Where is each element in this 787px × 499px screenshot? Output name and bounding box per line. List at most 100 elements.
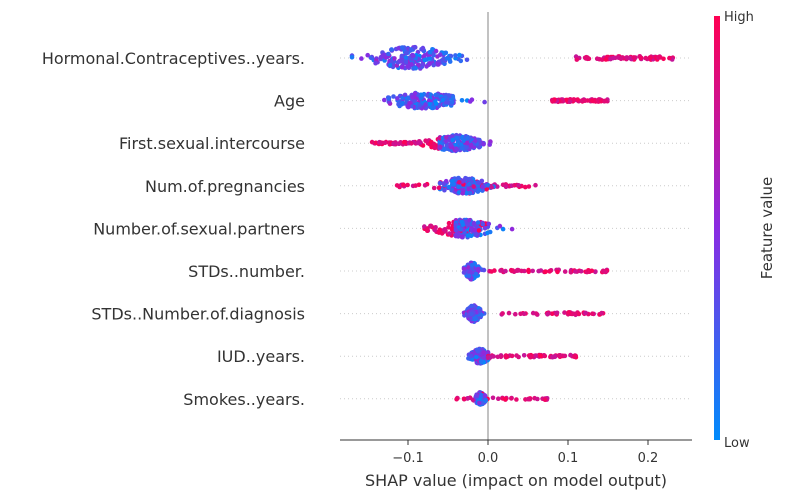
shap-point — [359, 56, 364, 61]
shap-point — [468, 143, 474, 148]
shap-point — [386, 51, 391, 57]
shap-point — [618, 56, 624, 62]
shap-point — [482, 99, 487, 105]
shap-point — [550, 99, 555, 104]
shap-point — [589, 98, 595, 103]
shap-point — [573, 269, 578, 274]
shap-point — [624, 55, 630, 60]
shap-point — [413, 65, 419, 71]
shap-point — [582, 98, 588, 103]
shap-point — [442, 187, 447, 193]
shap-point — [562, 269, 568, 274]
shap-point — [643, 55, 648, 61]
shap-point — [527, 354, 533, 360]
shap-point — [487, 142, 493, 147]
feature-label: Age — [274, 92, 305, 111]
shap-point — [403, 59, 409, 64]
shap-point — [424, 57, 430, 62]
shap-point — [489, 269, 494, 274]
shap-point — [562, 353, 568, 359]
shap-point — [425, 93, 430, 98]
shap-point — [535, 396, 540, 402]
shap-point — [526, 184, 532, 189]
shap-point — [446, 184, 452, 190]
shap-point — [468, 233, 474, 239]
shap-point — [423, 102, 428, 107]
shap-point — [521, 311, 527, 317]
shap-point — [428, 223, 434, 229]
shap-point — [456, 184, 461, 189]
x-tick-label: 0.1 — [558, 451, 579, 466]
shap-point — [474, 393, 480, 399]
shap-point — [450, 137, 456, 143]
shap-point — [590, 311, 595, 317]
shap-point — [386, 96, 392, 102]
shap-point — [417, 102, 422, 108]
shap-point — [382, 97, 387, 103]
colorbar — [714, 16, 720, 440]
shap-point — [454, 146, 459, 151]
shap-point — [599, 57, 605, 62]
shap-point — [667, 55, 672, 61]
shap-point — [426, 98, 432, 103]
shap-point — [401, 139, 407, 145]
shap-point — [409, 141, 414, 146]
shap-point — [516, 183, 521, 188]
shap-point — [571, 97, 577, 102]
shap-point — [409, 62, 414, 67]
feature-label: STDs..Number.of.diagnosis — [91, 305, 305, 324]
shap-point — [533, 182, 538, 188]
shap-point — [449, 99, 455, 105]
shap-point — [396, 101, 401, 107]
shap-point — [576, 311, 582, 317]
shap-point — [490, 395, 496, 401]
shap-point — [603, 269, 608, 275]
shap-point — [478, 393, 484, 399]
feature-label: Number.of.sexual.partners — [93, 219, 305, 238]
shap-point — [437, 144, 443, 150]
shap-point — [469, 303, 474, 309]
shap-point — [648, 55, 653, 60]
shap-point — [481, 267, 487, 273]
shap-point — [440, 97, 446, 102]
shap-point — [412, 44, 418, 50]
shap-point — [433, 101, 439, 106]
shap-point — [514, 397, 519, 402]
shap-point — [391, 94, 396, 99]
shap-point — [469, 262, 475, 268]
shap-point — [405, 182, 410, 188]
shap-point — [365, 52, 371, 58]
shap-point — [440, 57, 446, 62]
shap-point — [436, 185, 442, 190]
shap-point — [382, 140, 388, 146]
shap-point — [503, 268, 508, 274]
shap-point — [509, 396, 514, 401]
shap-point — [466, 181, 472, 187]
shap-point — [455, 139, 461, 144]
shap-point — [464, 176, 469, 181]
shap-point — [547, 268, 552, 274]
shap-point — [476, 144, 482, 150]
shap-point — [469, 266, 475, 271]
shap-point — [453, 142, 459, 148]
shap-point — [530, 310, 536, 316]
shap-point — [541, 353, 547, 358]
shap-point — [593, 269, 598, 275]
shap-point — [594, 56, 600, 61]
shap-point — [438, 52, 443, 57]
shap-point — [420, 45, 426, 51]
shap-point — [475, 266, 481, 272]
shap-point — [533, 353, 539, 358]
shap-point — [464, 57, 470, 63]
shap-point — [543, 269, 548, 275]
shap-point — [349, 55, 355, 60]
shap-point — [471, 184, 476, 189]
shap-point — [545, 312, 550, 317]
shap-point — [498, 354, 504, 360]
colorbar-low-label: Low — [724, 436, 750, 451]
shap-point — [402, 92, 408, 98]
shap-point — [465, 396, 471, 401]
shap-point — [473, 223, 479, 229]
shap-point — [432, 227, 437, 233]
shap-point — [387, 63, 393, 68]
